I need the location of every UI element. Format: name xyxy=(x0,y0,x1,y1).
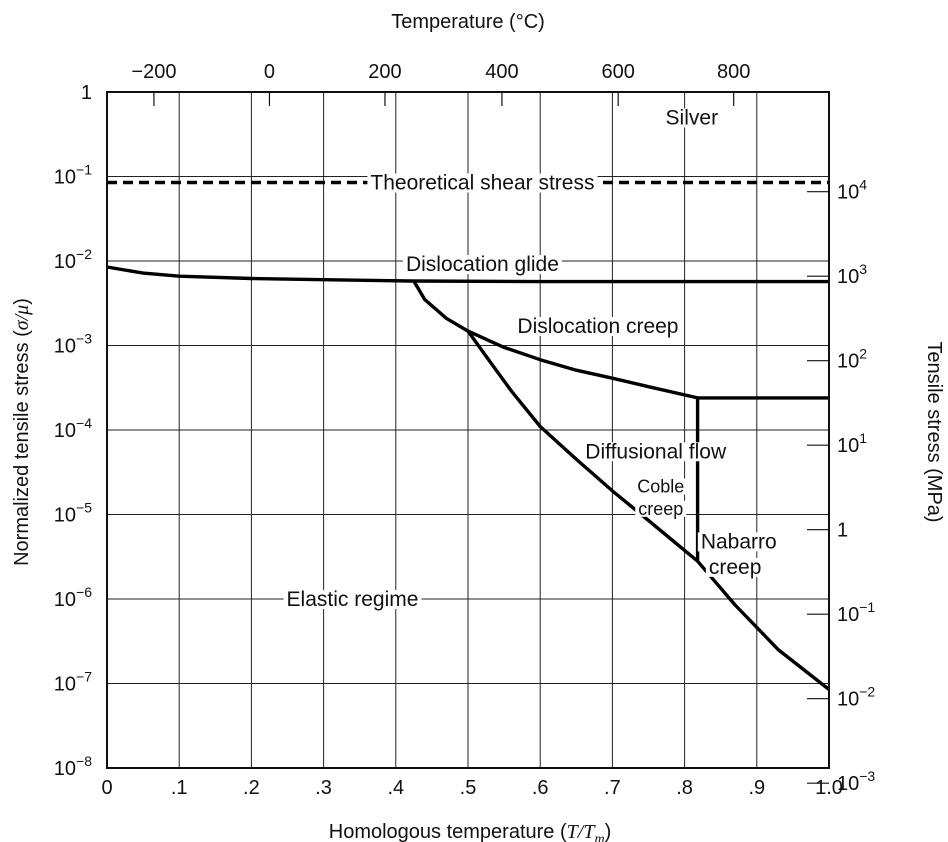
top-tick-label: 600 xyxy=(601,61,634,83)
annotation-bg xyxy=(634,478,688,495)
y-tick-label: 10−1 xyxy=(54,162,92,189)
annotation-nabarro1: Nabarro xyxy=(701,530,777,553)
annotation-nabarro2: creep xyxy=(709,556,762,579)
y-tick-label: 10−2 xyxy=(54,246,92,273)
x-tick-label: .4 xyxy=(387,777,404,799)
annotation-coble2: creep xyxy=(638,499,683,519)
series-diffusional-step xyxy=(695,396,829,562)
top-tick-label: 400 xyxy=(485,61,518,83)
x-tick-label: .9 xyxy=(748,777,765,799)
top-tick-label: 800 xyxy=(717,61,750,83)
x-tick-label: .8 xyxy=(676,777,693,799)
right-tick-label: 1 xyxy=(837,520,848,542)
top-tick-label: 0 xyxy=(264,61,275,83)
right-tick-label: 10−3 xyxy=(837,768,875,795)
x-tick-label: .3 xyxy=(315,777,332,799)
top-axis-title: Temperature (°C) xyxy=(391,11,545,33)
annotation-bg xyxy=(367,173,598,193)
right-tick-label: 10−2 xyxy=(837,684,875,711)
right-tick-label: 103 xyxy=(837,261,867,288)
annotation-coble1: Coble xyxy=(637,477,684,497)
x-tick-label: 1.0 xyxy=(815,777,843,799)
y-axis-title: Normalized tensile stress (σ/μ) xyxy=(11,298,33,566)
annotation-bg xyxy=(402,255,562,275)
chart-annotations: Silver Theoretical shear stress Dislocatio… xyxy=(283,106,780,611)
annotation-bg xyxy=(697,532,780,552)
series-lower-boundary xyxy=(466,330,831,691)
annotation-bg xyxy=(662,108,722,128)
x-tick-label: .1 xyxy=(171,777,188,799)
annotation-bg xyxy=(582,442,730,462)
right-axis-title: Tensile stress (MPa) xyxy=(923,341,945,522)
annotation-bg xyxy=(283,590,422,609)
series-dislocation-creep-upper xyxy=(412,280,698,400)
x-tick-label: 0 xyxy=(101,777,112,799)
annotation-silver: Silver xyxy=(666,106,719,129)
axis-ticks: 0 .1 .2 .3 .4 .5 .6 .7 .8 .9 1.0 1 10−1 10−2 10−3 10−4 1… xyxy=(54,61,876,799)
y-tick-label: 1 xyxy=(81,82,92,104)
plot-frame xyxy=(106,91,830,769)
series-glide-boundary xyxy=(106,265,829,284)
y-tick-label: 10−3 xyxy=(54,331,92,358)
annotation-elastic: Elastic regime xyxy=(287,588,419,611)
top-tick-label: 200 xyxy=(368,61,401,83)
y-tick-label: 10−7 xyxy=(54,669,92,696)
annotation-diffusional: Diffusional flow xyxy=(585,440,727,463)
annotation-theoretical: Theoretical shear stress xyxy=(370,171,594,194)
right-tick-label: 102 xyxy=(837,346,867,373)
x-axis-title: Homologous temperature (T/Tm) xyxy=(329,821,612,842)
annotation-glide: Dislocation glide xyxy=(406,253,559,276)
x-tick-label: .2 xyxy=(243,777,260,799)
annotation-creep: Dislocation creep xyxy=(517,315,678,338)
x-tick-label: .7 xyxy=(604,777,621,799)
right-tick-label: 10−1 xyxy=(837,599,875,626)
top-tick-label: −200 xyxy=(131,61,176,83)
right-tick-label: 104 xyxy=(837,177,867,204)
y-tick-label: 10−8 xyxy=(54,753,92,780)
right-tick-label: 101 xyxy=(837,430,867,457)
x-tick-label: .6 xyxy=(532,777,549,799)
y-tick-label: 10−6 xyxy=(54,584,92,611)
grid-lines xyxy=(107,92,829,768)
annotation-bg xyxy=(514,317,682,337)
x-tick-label: .5 xyxy=(460,777,477,799)
y-tick-label: 10−4 xyxy=(54,415,92,442)
y-tick-label: 10−5 xyxy=(54,500,92,527)
annotation-bg xyxy=(705,557,765,577)
annotation-bg xyxy=(635,500,687,517)
